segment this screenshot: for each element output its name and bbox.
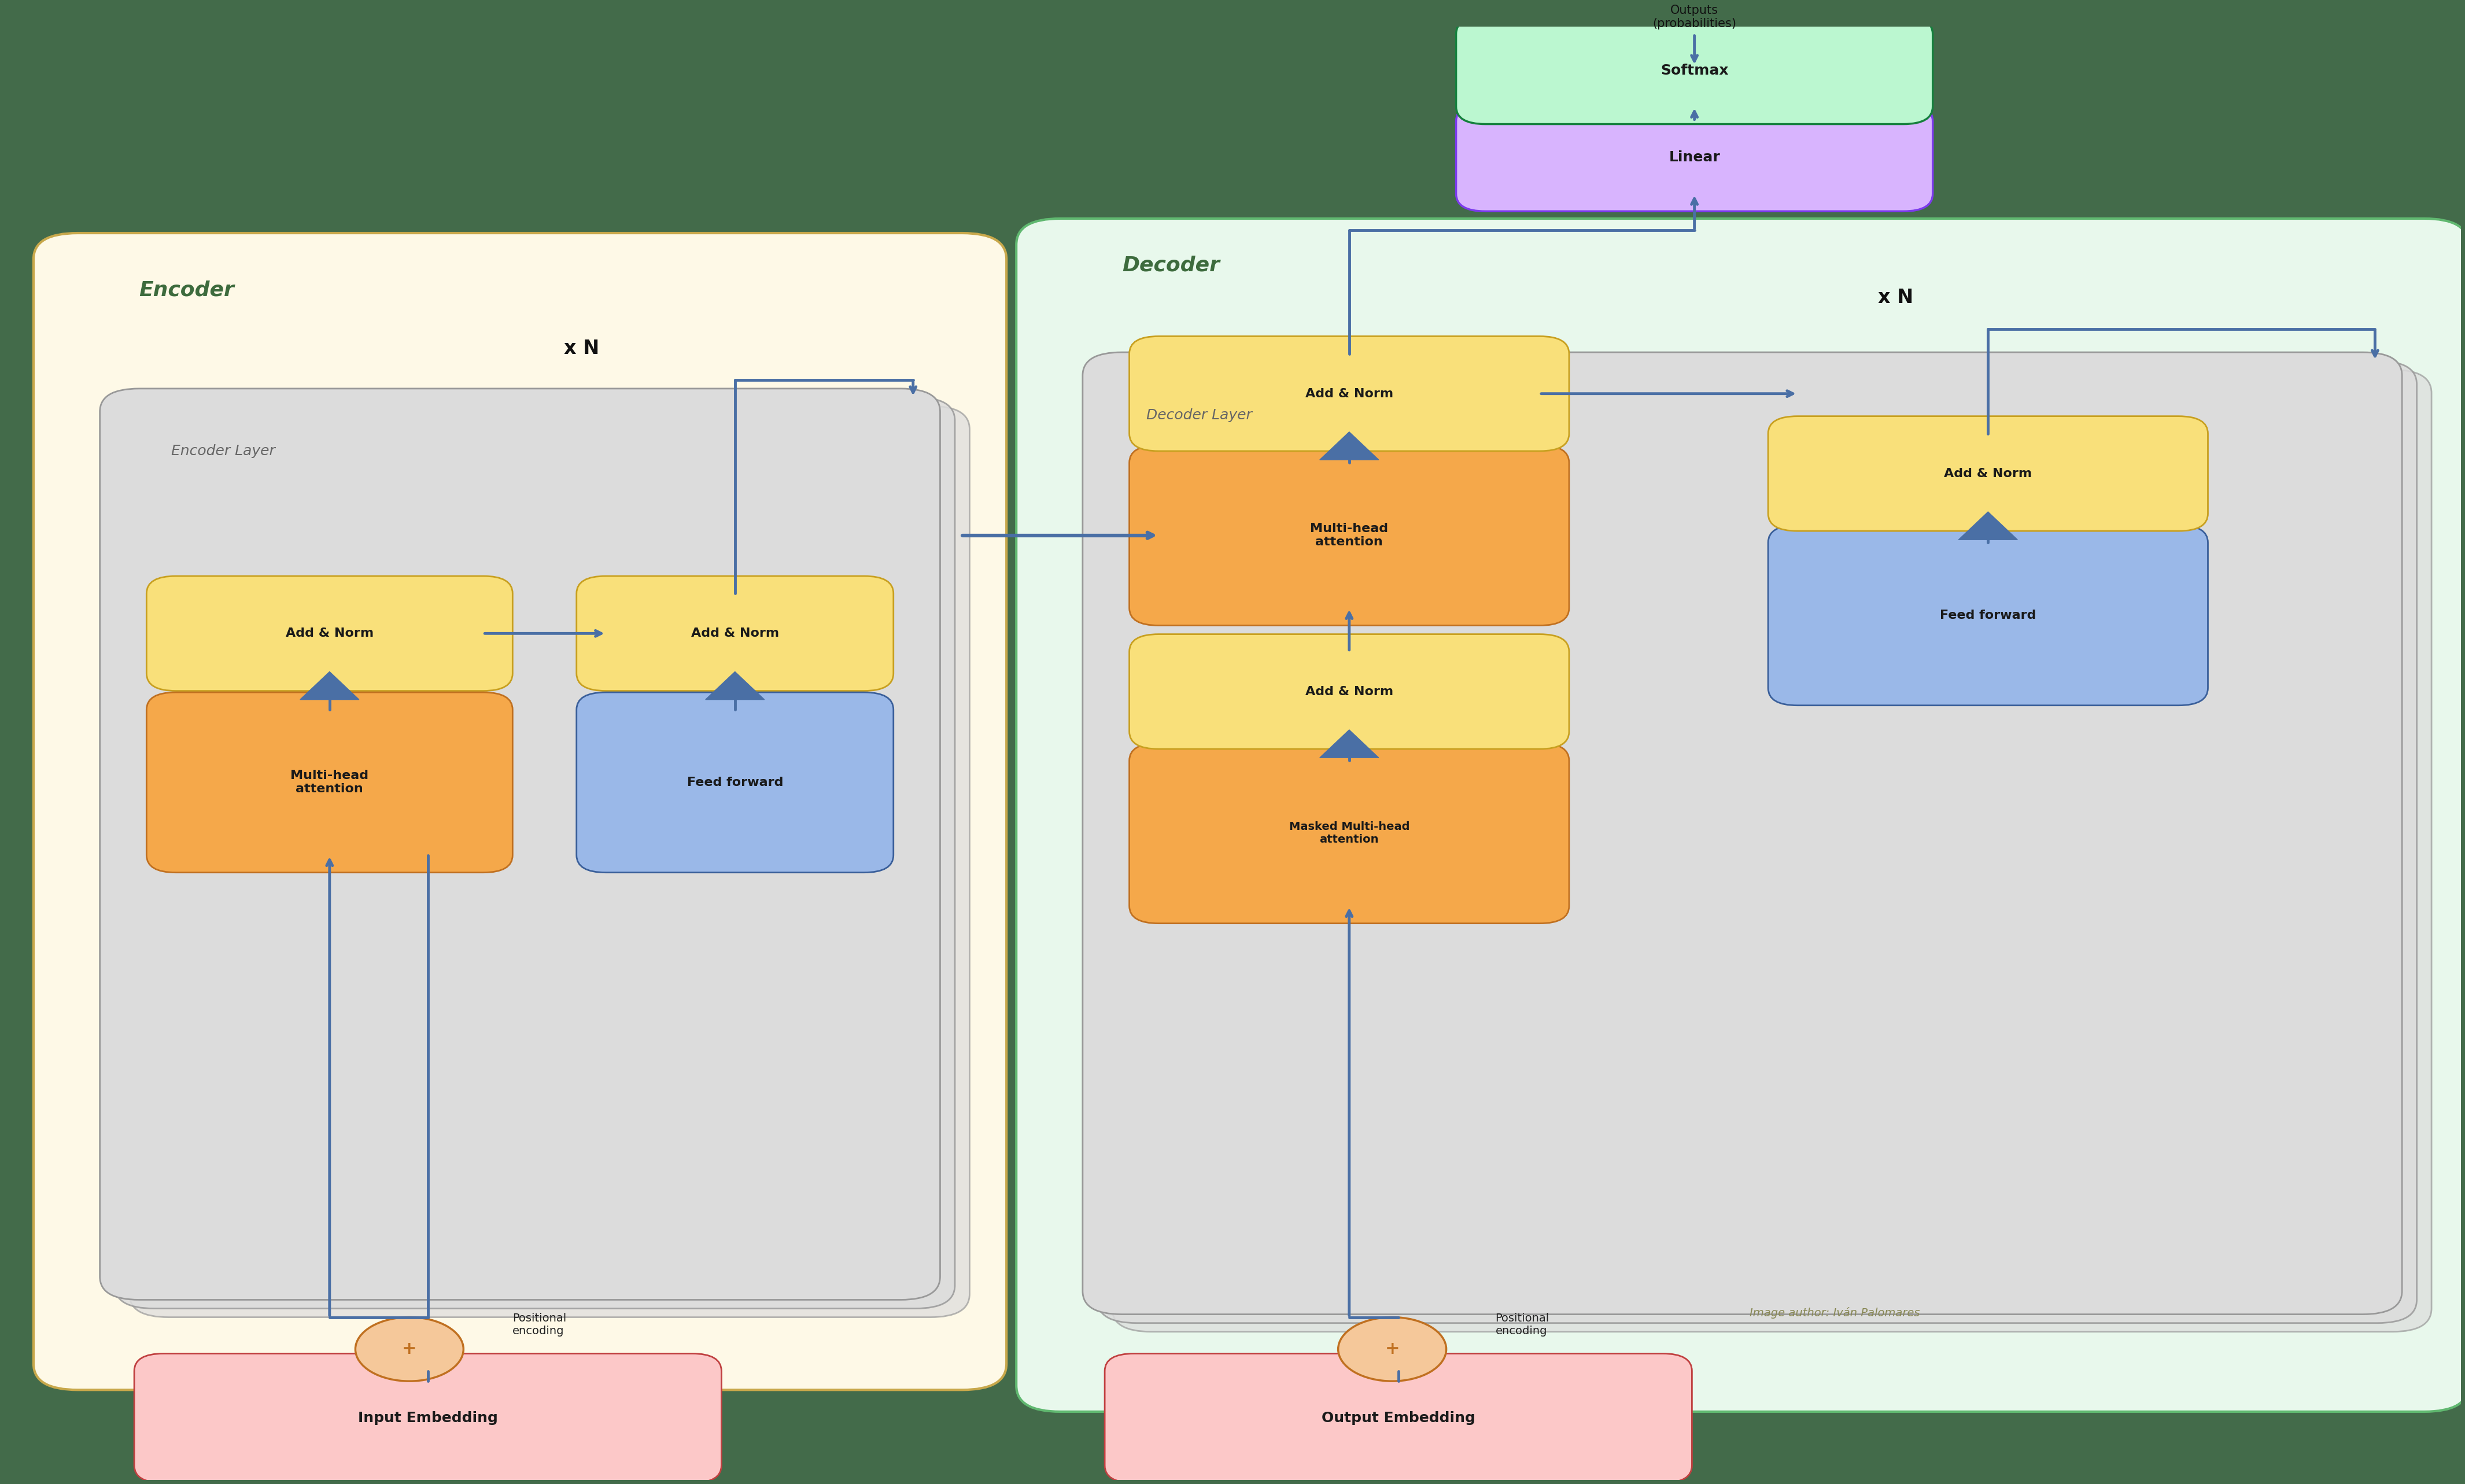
Text: Linear: Linear (1669, 150, 1721, 165)
Text: Feed forward: Feed forward (1940, 610, 2036, 622)
Text: +: + (402, 1342, 417, 1358)
FancyBboxPatch shape (1129, 445, 1570, 625)
Text: Input Embedding: Input Embedding (357, 1411, 498, 1425)
FancyBboxPatch shape (145, 576, 513, 692)
FancyBboxPatch shape (1457, 104, 1933, 211)
FancyBboxPatch shape (145, 693, 513, 873)
Text: Add & Norm: Add & Norm (286, 628, 375, 640)
Polygon shape (1319, 432, 1378, 460)
FancyBboxPatch shape (1082, 352, 2401, 1315)
Circle shape (355, 1318, 463, 1382)
FancyBboxPatch shape (1129, 337, 1570, 451)
FancyBboxPatch shape (133, 1353, 722, 1483)
Text: x N: x N (564, 338, 599, 358)
Text: Output Embedding: Output Embedding (1321, 1411, 1474, 1425)
FancyBboxPatch shape (101, 389, 939, 1300)
FancyBboxPatch shape (1457, 16, 1933, 125)
Text: Image author: Iván Palomares: Image author: Iván Palomares (1750, 1307, 1920, 1319)
Text: Multi-head
attention: Multi-head attention (291, 770, 370, 795)
Text: Add & Norm: Add & Norm (1304, 387, 1393, 399)
FancyBboxPatch shape (1129, 743, 1570, 923)
FancyBboxPatch shape (113, 398, 954, 1309)
Polygon shape (1960, 512, 2016, 540)
Text: Decoder Layer: Decoder Layer (1146, 408, 1252, 421)
FancyBboxPatch shape (1016, 218, 2465, 1411)
Text: Positional
encoding: Positional encoding (513, 1313, 567, 1336)
Text: x N: x N (1878, 288, 1913, 307)
Text: Add & Norm: Add & Norm (1304, 686, 1393, 697)
Text: Outputs
(probabilities): Outputs (probabilities) (1652, 4, 1735, 30)
Text: Encoder Layer: Encoder Layer (170, 444, 276, 459)
FancyBboxPatch shape (577, 693, 892, 873)
FancyBboxPatch shape (1104, 1353, 1691, 1483)
Text: Decoder: Decoder (1122, 255, 1220, 275)
FancyBboxPatch shape (1129, 634, 1570, 749)
Polygon shape (705, 672, 764, 699)
Text: Multi-head
attention: Multi-head attention (1309, 522, 1388, 548)
FancyBboxPatch shape (128, 407, 969, 1318)
Polygon shape (1319, 730, 1378, 758)
Circle shape (1338, 1318, 1447, 1382)
FancyBboxPatch shape (1097, 361, 2416, 1324)
FancyBboxPatch shape (35, 233, 1006, 1391)
Polygon shape (301, 672, 360, 699)
FancyBboxPatch shape (1767, 525, 2209, 705)
FancyBboxPatch shape (577, 576, 892, 692)
Text: Encoder: Encoder (138, 280, 234, 300)
FancyBboxPatch shape (1112, 370, 2430, 1331)
Text: +: + (1385, 1342, 1400, 1358)
Text: Add & Norm: Add & Norm (1945, 467, 2031, 479)
Text: Add & Norm: Add & Norm (690, 628, 779, 640)
Text: Softmax: Softmax (1661, 64, 1728, 77)
FancyBboxPatch shape (1767, 416, 2209, 531)
Text: Positional
encoding: Positional encoding (1496, 1313, 1550, 1336)
Text: Feed forward: Feed forward (688, 776, 784, 788)
Text: Masked Multi-head
attention: Masked Multi-head attention (1289, 822, 1410, 844)
